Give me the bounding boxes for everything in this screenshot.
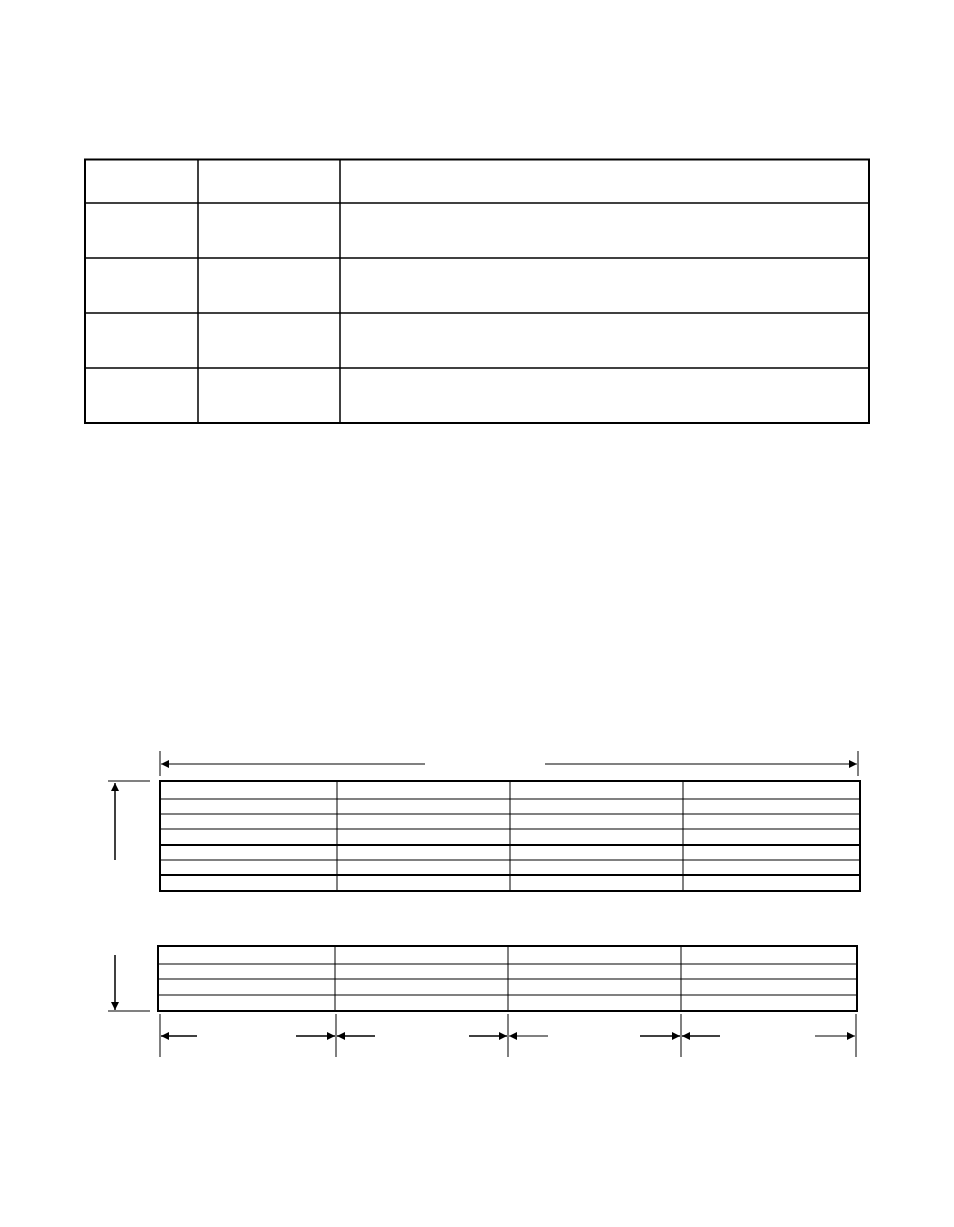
upper-grid: [159, 780, 861, 892]
table-border: [84, 158, 870, 424]
column-dimensions: [159, 1014, 857, 1057]
height-dimension: [108, 780, 150, 1012]
lower-grid: [157, 945, 858, 1012]
top-table: [84, 158, 870, 424]
width-dimension: [159, 751, 859, 776]
